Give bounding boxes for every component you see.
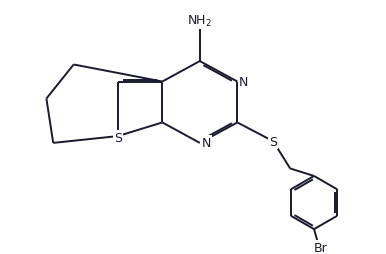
Text: N: N (201, 137, 211, 150)
Text: S: S (269, 135, 277, 148)
Text: NH$_2$: NH$_2$ (187, 13, 212, 29)
Text: S: S (114, 132, 122, 145)
Text: Br: Br (314, 241, 328, 254)
Text: N: N (239, 76, 248, 89)
